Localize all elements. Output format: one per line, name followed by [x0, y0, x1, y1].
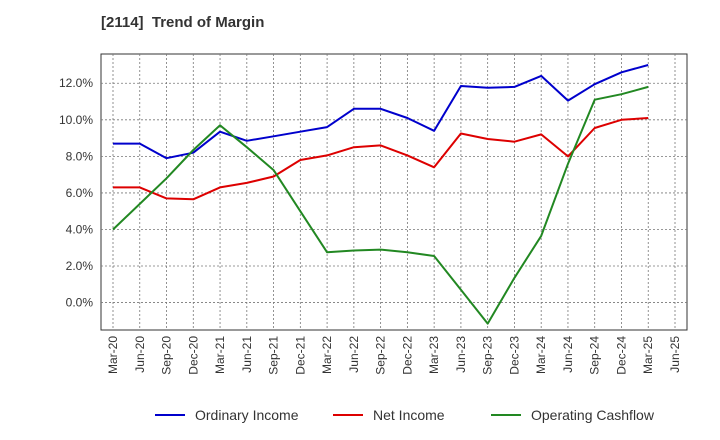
x-tick-label: Jun-20 [133, 336, 147, 373]
x-tick-label: Jun-22 [347, 336, 361, 373]
x-tick-label: Jun-24 [561, 336, 575, 373]
x-tick-label: Sep-21 [267, 336, 281, 375]
x-tick-label: Dec-23 [507, 336, 521, 375]
x-tick-label: Jun-23 [454, 336, 468, 373]
x-tick-label: Dec-22 [400, 336, 414, 375]
y-tick-label: 2.0% [66, 259, 94, 273]
x-tick-label: Mar-23 [427, 336, 441, 374]
x-tick-label: Sep-22 [374, 336, 388, 375]
x-tick-label: Mar-24 [534, 336, 548, 374]
x-tick-label: Sep-23 [481, 336, 495, 375]
x-tick-label: Dec-20 [186, 336, 200, 375]
x-tick-label: Mar-21 [213, 336, 227, 374]
legend-label-ordinary-income: Ordinary Income [195, 407, 299, 423]
grid-lines [101, 54, 687, 330]
legend: Ordinary Income Net Income Operating Cashf… [155, 407, 655, 423]
y-tick-label: 8.0% [66, 149, 94, 163]
x-tick-label: Jun-25 [668, 336, 682, 373]
y-axis-ticks: 0.0% 2.0% 4.0% 6.0% 8.0% 10.0% 12.0% [59, 76, 93, 309]
x-tick-label: Mar-20 [106, 336, 120, 374]
y-tick-label: 6.0% [66, 186, 94, 200]
x-tick-label: Jun-21 [240, 336, 254, 373]
x-tick-label: Dec-24 [614, 336, 628, 375]
x-tick-label: Sep-20 [160, 336, 174, 375]
plot-area [100, 53, 688, 331]
y-tick-label: 10.0% [59, 113, 93, 127]
legend-label-operating-cashflow: Operating Cashflow [531, 407, 655, 423]
series-line-operating-cashflow [112, 85, 649, 325]
chart-title: [2114] Trend of Margin [101, 14, 265, 31]
series-line-net-income [113, 117, 649, 201]
x-axis-ticks: Mar-20 Jun-20 Sep-20 Dec-20 Mar-21 Jun-21 Sep-… [106, 336, 682, 375]
x-tick-label: Dec-21 [293, 336, 307, 375]
x-tick-label: Sep-24 [588, 336, 602, 375]
x-tick-label: Mar-22 [320, 336, 334, 374]
x-tick-label: Mar-25 [641, 336, 655, 374]
legend-label-net-income: Net Income [373, 407, 445, 423]
y-tick-label: 0.0% [66, 296, 94, 310]
series-line-ordinary-income [113, 64, 649, 160]
y-tick-label: 4.0% [66, 222, 94, 236]
series-lines [112, 64, 649, 325]
y-tick-label: 12.0% [59, 76, 93, 90]
